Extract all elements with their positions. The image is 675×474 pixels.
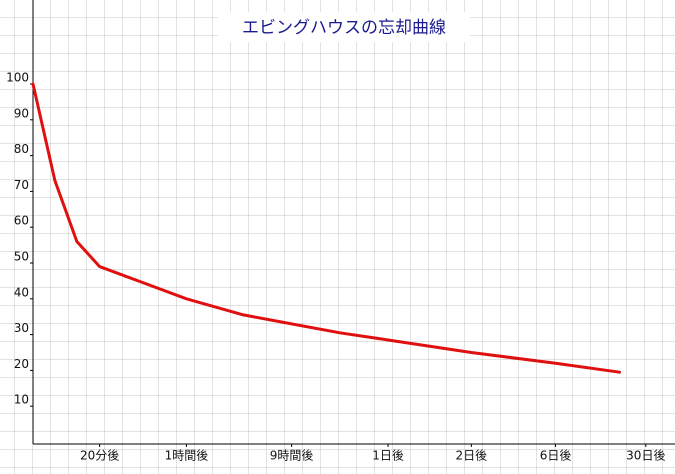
y-tick-label: 80: [14, 142, 29, 156]
y-tick-label: 70: [14, 178, 29, 192]
y-tick-label: 100: [6, 71, 29, 85]
chart-title: エビングハウスの忘却曲線: [242, 18, 446, 38]
y-tick-label: 20: [14, 357, 29, 371]
x-tick-label: 2日後: [456, 449, 488, 463]
y-tick-label: 40: [14, 285, 29, 299]
y-tick-label: 50: [14, 250, 29, 264]
y-tick-label: 90: [14, 106, 29, 120]
y-tick-label: 10: [14, 393, 29, 407]
title-background: [218, 12, 470, 42]
x-tick-label: 30日後: [626, 449, 665, 463]
y-tick-label: 60: [14, 214, 29, 228]
y-tick-label: 30: [14, 321, 29, 335]
x-tick-label: 20分後: [80, 449, 119, 463]
curve: [31, 82, 622, 374]
x-tick-label: 9時間後: [270, 449, 314, 463]
x-tick-label: 6日後: [540, 449, 572, 463]
x-tick-label: 1時間後: [165, 449, 209, 463]
x-tick-label: 1日後: [372, 449, 404, 463]
